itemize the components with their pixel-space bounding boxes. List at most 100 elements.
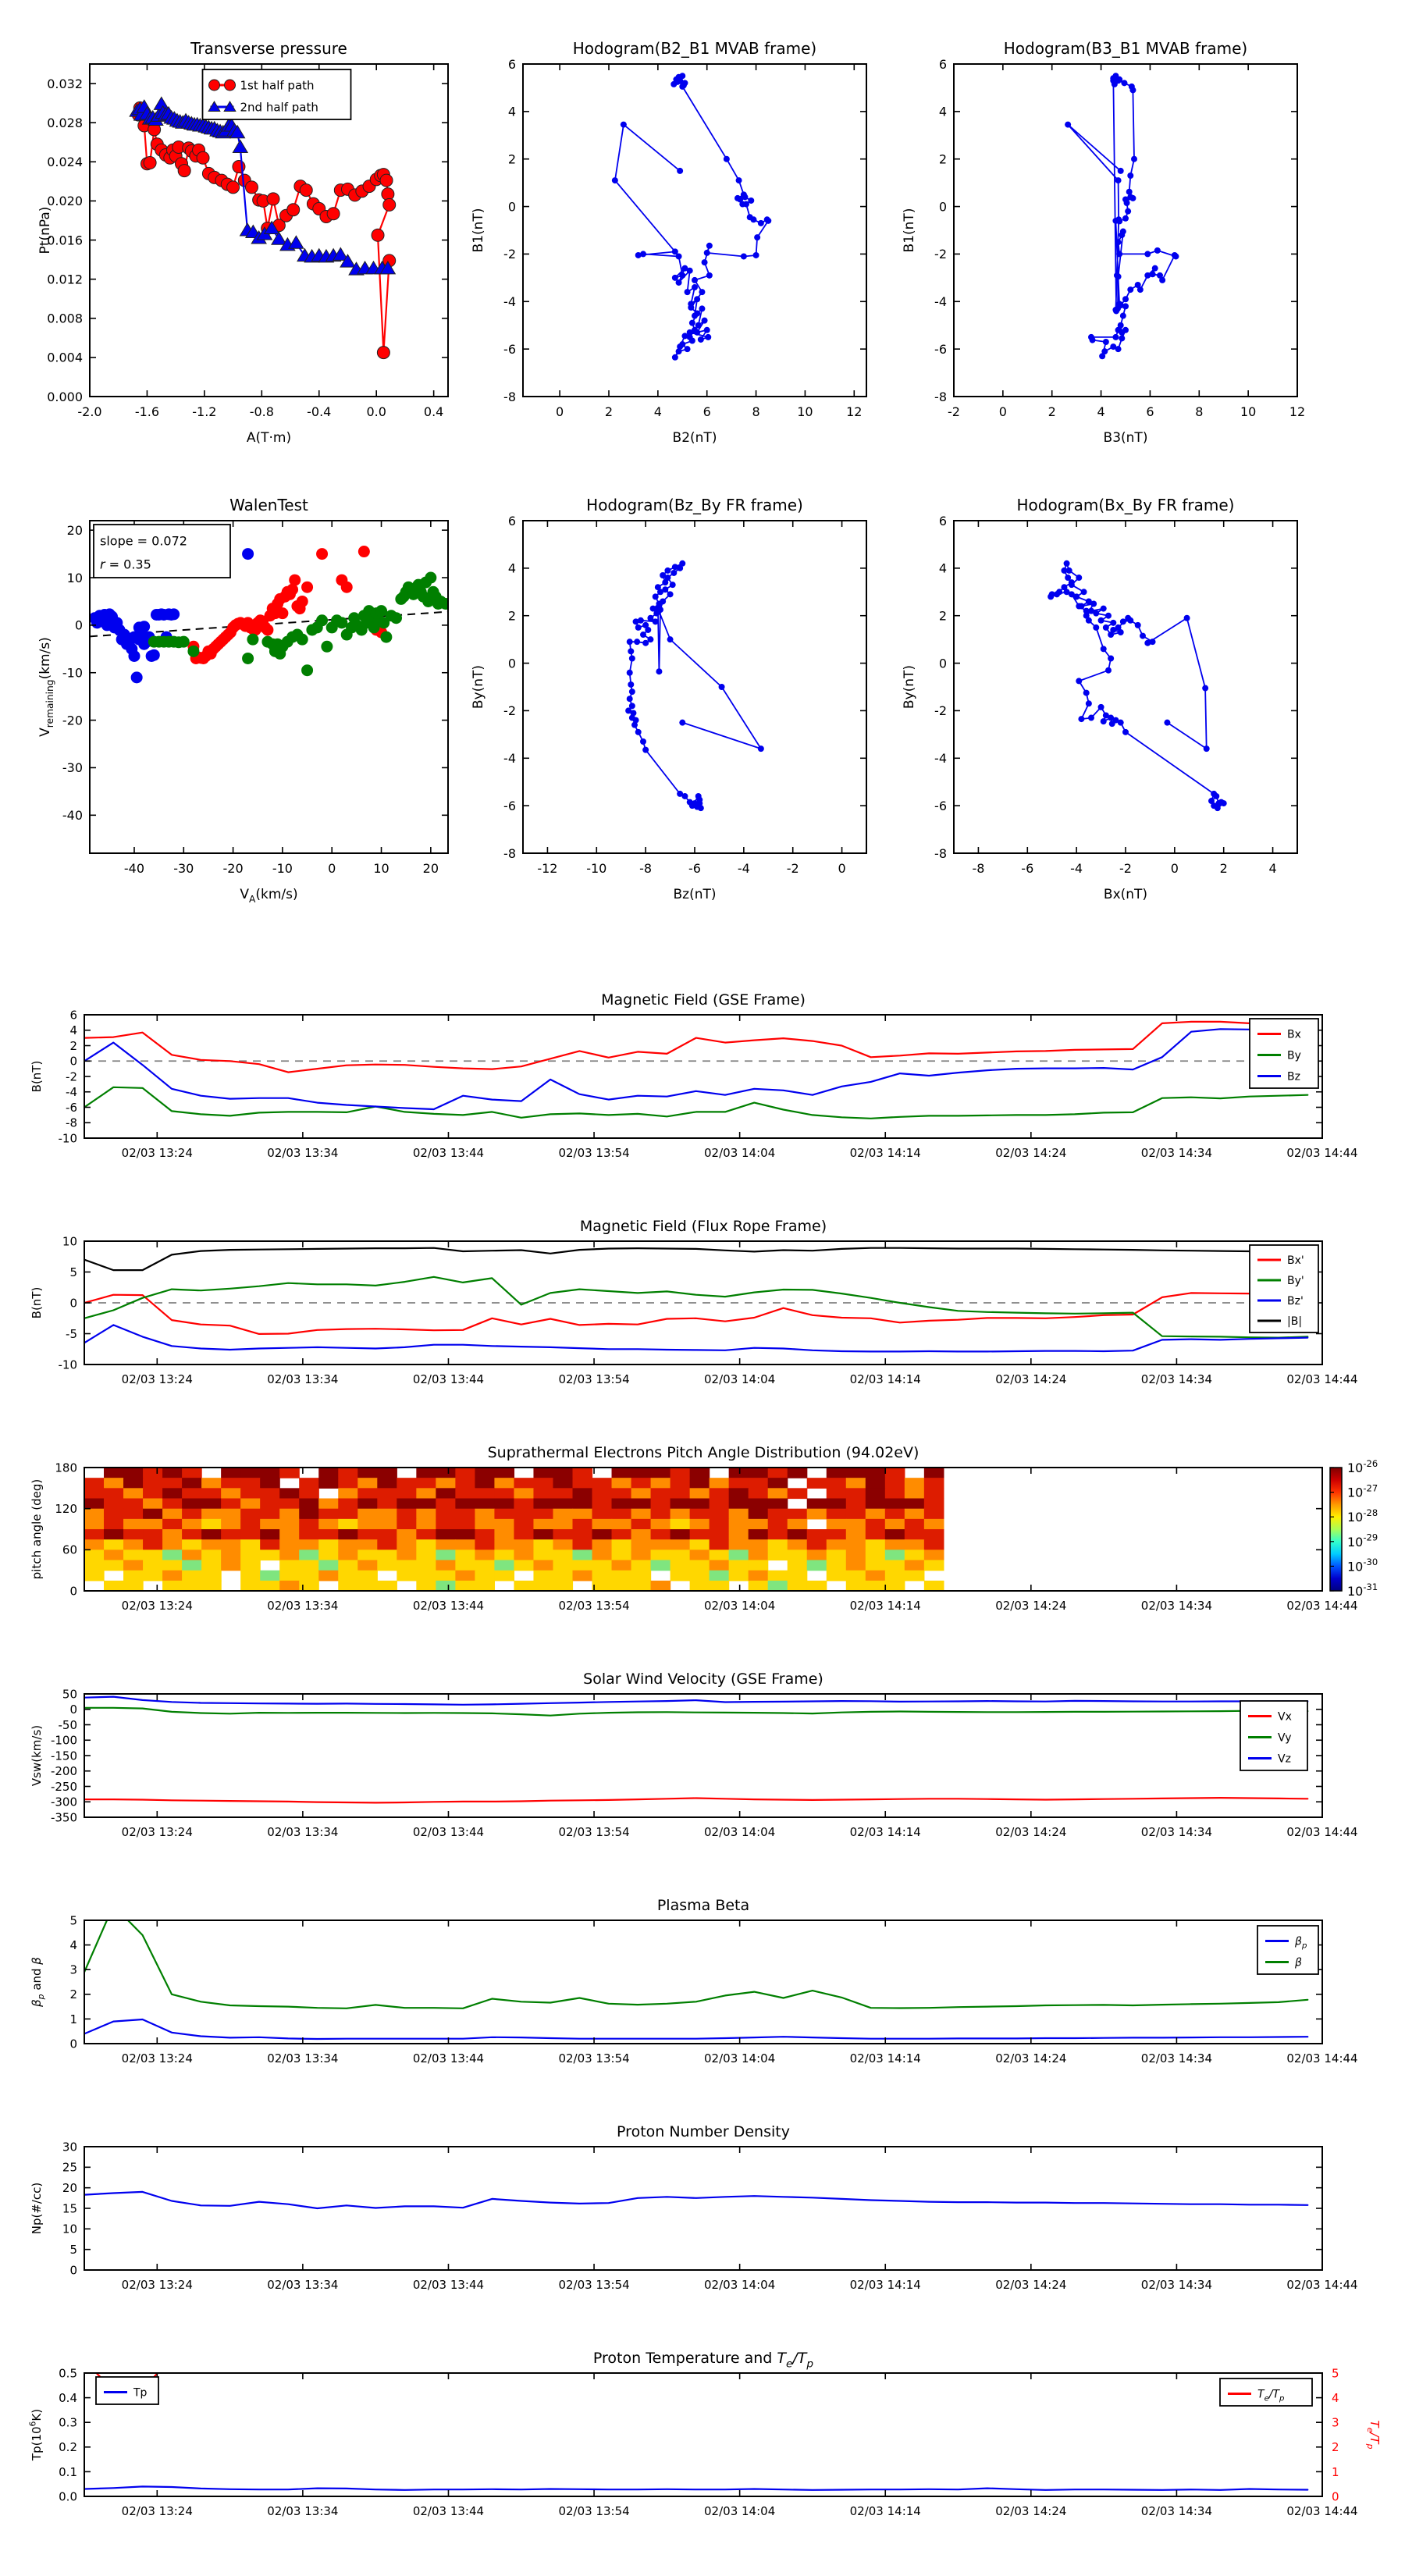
svg-text:6: 6 <box>939 514 947 528</box>
panel-proton-number-density: 02/03 13:24 02/03 13:34 02/03 13:44 02/03 1… <box>30 2123 1358 2292</box>
svg-text:30: 30 <box>62 2140 77 2154</box>
svg-text:20: 20 <box>423 861 439 876</box>
svg-text:10-27: 10-27 <box>1347 1482 1378 1500</box>
svg-text:5: 5 <box>69 1265 77 1279</box>
svg-text:VA(km/s): VA(km/s) <box>240 887 297 905</box>
svg-text:20: 20 <box>62 2181 77 2195</box>
svg-text:-2: -2 <box>934 703 947 718</box>
svg-text:6: 6 <box>939 57 947 72</box>
svg-text:Tp(106K): Tp(106K) <box>27 2409 44 2461</box>
svg-text:2: 2 <box>939 151 947 166</box>
panel-solar-wind-velocity: 02/03 13:24 02/03 13:34 02/03 13:44 02/03 1… <box>30 1670 1358 1839</box>
svg-text:02/03 13:34: 02/03 13:34 <box>267 1146 338 1160</box>
svg-text:02/03 14:04: 02/03 14:04 <box>704 2504 775 2518</box>
svg-text:By(nT): By(nT) <box>902 665 917 709</box>
svg-text:4: 4 <box>508 561 516 576</box>
svg-text:-8: -8 <box>972 861 984 876</box>
svg-text:02/03 13:34: 02/03 13:34 <box>267 1372 338 1386</box>
svg-text:B2(nT): B2(nT) <box>673 430 717 446</box>
svg-text:02/03 14:24: 02/03 14:24 <box>995 1599 1066 1613</box>
svg-text:-100: -100 <box>51 1734 77 1748</box>
svg-text:02/03 13:54: 02/03 13:54 <box>558 1146 629 1160</box>
svg-text:02/03 13:54: 02/03 13:54 <box>558 2278 629 2292</box>
svg-text:Bz(nT): Bz(nT) <box>673 887 716 902</box>
svg-text:02/03 13:44: 02/03 13:44 <box>413 1599 484 1613</box>
svg-text:0: 0 <box>1332 2489 1339 2503</box>
svg-text:02/03 14:14: 02/03 14:14 <box>850 1825 921 1839</box>
svg-text:02/03 13:44: 02/03 13:44 <box>413 2278 484 2292</box>
svg-text:0.020: 0.020 <box>47 194 83 208</box>
svg-text:2nd half path: 2nd half path <box>240 100 318 114</box>
svg-text:02/03 14:44: 02/03 14:44 <box>1286 1372 1357 1386</box>
svg-text:02/03 14:14: 02/03 14:14 <box>850 2278 921 2292</box>
svg-text:-8: -8 <box>934 390 947 404</box>
svg-text:02/03 13:24: 02/03 13:24 <box>122 2278 193 2292</box>
svg-text:12: 12 <box>1289 404 1305 419</box>
svg-text:02/03 14:04: 02/03 14:04 <box>704 1825 775 1839</box>
svg-text:02/03 14:34: 02/03 14:34 <box>1141 2504 1212 2518</box>
svg-text:4: 4 <box>939 105 947 119</box>
svg-text:02/03 13:54: 02/03 13:54 <box>558 2051 629 2065</box>
svg-text:2: 2 <box>605 404 613 419</box>
svg-text:0.3: 0.3 <box>59 2416 77 2430</box>
svg-text:5: 5 <box>69 1913 77 1927</box>
svg-text:0: 0 <box>508 656 516 671</box>
svg-text:-4: -4 <box>503 751 516 766</box>
svg-text:Suprathermal Electrons Pitch A: Suprathermal Electrons Pitch Angle Distr… <box>488 1444 919 1461</box>
svg-text:10: 10 <box>62 2222 77 2236</box>
svg-text:Vx: Vx <box>1278 1710 1292 1723</box>
svg-text:20: 20 <box>67 523 83 538</box>
svg-text:-2: -2 <box>1119 861 1132 876</box>
svg-text:02/03 14:14: 02/03 14:14 <box>850 2504 921 2518</box>
svg-text:-8: -8 <box>639 861 652 876</box>
svg-text:0.0: 0.0 <box>59 2489 77 2503</box>
svg-text:0.004: 0.004 <box>47 350 83 365</box>
svg-text:6: 6 <box>703 404 711 419</box>
svg-text:Proton Number Density: Proton Number Density <box>617 2123 790 2140</box>
svg-text:A(T·m): A(T·m) <box>247 430 291 446</box>
svg-text:pitch angle (deg): pitch angle (deg) <box>30 1479 44 1579</box>
svg-text:02/03 13:44: 02/03 13:44 <box>413 1372 484 1386</box>
svg-text:10-31: 10-31 <box>1347 1582 1378 1599</box>
svg-text:2: 2 <box>69 1987 77 2001</box>
svg-text:02/03 14:24: 02/03 14:24 <box>995 1372 1066 1386</box>
svg-text:02/03 14:44: 02/03 14:44 <box>1286 1599 1357 1613</box>
svg-text:-4: -4 <box>934 294 947 309</box>
svg-text:0: 0 <box>556 404 564 419</box>
svg-text:10: 10 <box>797 404 813 419</box>
svg-text:-20: -20 <box>223 861 244 876</box>
plot-walen-test: -40 -30 -20 -10 0 10 20 -40 -30 -20 -10 0 10 20 WalenT… <box>37 496 449 905</box>
svg-text:0: 0 <box>328 861 336 876</box>
svg-text:0: 0 <box>939 656 947 671</box>
svg-text:25: 25 <box>62 2161 77 2175</box>
svg-text:-40: -40 <box>62 808 83 823</box>
svg-text:0.2: 0.2 <box>59 2440 77 2454</box>
svg-text:Pt(nPa): Pt(nPa) <box>37 207 53 254</box>
svg-text:-350: -350 <box>51 1810 77 1824</box>
svg-text:8: 8 <box>1195 404 1203 419</box>
svg-text:-200: -200 <box>51 1764 77 1778</box>
svg-text:-4: -4 <box>738 861 750 876</box>
svg-text:-10: -10 <box>59 1131 78 1145</box>
svg-text:Hodogram(B2_B1 MVAB frame): Hodogram(B2_B1 MVAB frame) <box>573 39 816 58</box>
svg-text:B(nT): B(nT) <box>30 1287 44 1319</box>
svg-text:02/03 14:44: 02/03 14:44 <box>1286 1825 1357 1839</box>
plot-hodogram-b2-b1: 0 2 4 6 8 10 12 -8 -6 -4 -2 0 2 4 6 Hodogram(B2_B1 MVAB… <box>471 39 867 446</box>
svg-text:02/03 14:04: 02/03 14:04 <box>704 2051 775 2065</box>
svg-text:Vy: Vy <box>1278 1731 1292 1744</box>
svg-text:2: 2 <box>69 1039 77 1053</box>
svg-text:Vremaining(km/s): Vremaining(km/s) <box>37 637 55 737</box>
svg-text:0.4: 0.4 <box>424 404 443 419</box>
svg-text:0.4: 0.4 <box>59 2391 77 2405</box>
svg-text:-2: -2 <box>948 404 960 419</box>
svg-text:B1(nT): B1(nT) <box>471 208 486 253</box>
svg-text:-2: -2 <box>934 247 947 262</box>
svg-text:0.1: 0.1 <box>59 2465 77 2479</box>
svg-text:-40: -40 <box>124 861 144 876</box>
svg-text:-10: -10 <box>62 666 83 681</box>
svg-text:By(nT): By(nT) <box>471 665 486 709</box>
svg-text:0.5: 0.5 <box>59 2366 77 2380</box>
svg-text:r = 0.35: r = 0.35 <box>100 557 151 572</box>
svg-text:0.012: 0.012 <box>47 272 83 286</box>
svg-text:6: 6 <box>69 1008 77 1022</box>
